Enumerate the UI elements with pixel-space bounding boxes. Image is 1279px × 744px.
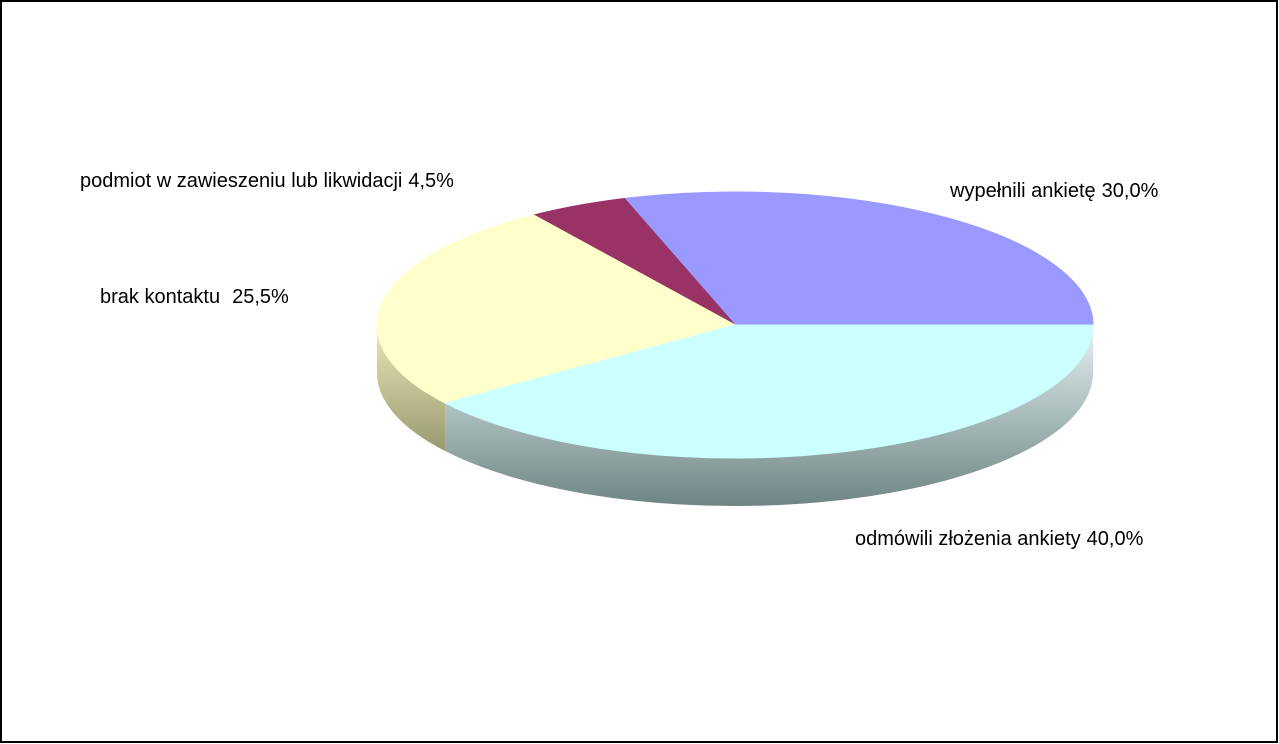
value-label: 30,0%: [1102, 180, 1159, 202]
value-label: 40,0%: [1087, 528, 1144, 550]
slice-side: [376, 325, 446, 452]
slice-label: odmówili złożenia ankiety 40,0%: [855, 528, 1144, 550]
slice: [376, 214, 737, 404]
slice-label: podmiot w zawieszeniu lub likwidacji 4,5%: [80, 170, 454, 192]
category-label: podmiot w zawieszeniu lub likwidacji: [80, 170, 402, 192]
slice: [443, 324, 1094, 459]
category-label: brak kontaktu: [100, 286, 220, 308]
slice-label: wypełnili ankietę 30,0%: [949, 180, 1159, 202]
category-label: wypełnili ankietę: [949, 180, 1096, 202]
slice-side: [445, 325, 1093, 506]
value-label: 25,5%: [232, 286, 289, 308]
slice: [623, 191, 1094, 326]
value-label: 4,5%: [408, 170, 454, 192]
slice-label: brak kontaktu 25,5%: [100, 286, 289, 308]
category-label: odmówili złożenia ankiety: [855, 528, 1081, 550]
